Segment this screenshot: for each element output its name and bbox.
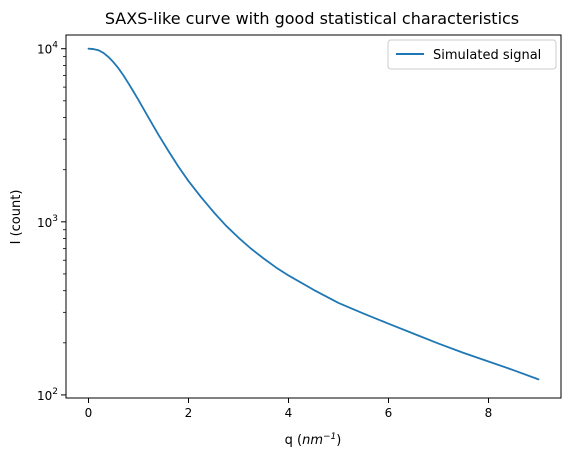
legend-box — [387, 39, 557, 70]
axes-frame — [65, 34, 562, 399]
chart-title: SAXS-like curve with good statistical ch… — [105, 9, 519, 28]
y-tick-label-base: 10 — [37, 216, 52, 230]
legend-label: Simulated signal — [433, 48, 541, 63]
y-tick-label: 104 — [37, 41, 58, 57]
series-line-0 — [87, 47, 540, 381]
y-axis-label: I (count) — [9, 190, 24, 245]
y-tick-label: 102 — [37, 387, 58, 403]
y-tick-label: 103 — [37, 214, 58, 230]
y-tick-label-exponent: 2 — [52, 387, 58, 397]
x-tick-label: 2 — [185, 406, 193, 420]
y-tick-label-base: 10 — [37, 43, 52, 57]
y-tick-label-base: 10 — [37, 389, 52, 403]
plot-area — [65, 34, 562, 399]
x-axis-label-end: ) — [336, 433, 341, 448]
x-tick-label: 4 — [285, 406, 293, 420]
y-tick-label-exponent: 4 — [52, 41, 58, 51]
x-axis-label-italic: nm — [302, 433, 323, 448]
x-axis-ticks: 0 2 4 6 8 — [85, 398, 493, 420]
x-axis-label: q (nm−1) — [285, 432, 342, 448]
series-layer — [87, 47, 540, 381]
x-tick-label: 6 — [385, 406, 393, 420]
y-axis-minor-ticks — [63, 56, 66, 344]
x-axis-label-exponent: −1 — [323, 432, 336, 442]
x-tick-label: 0 — [85, 406, 93, 420]
legend: Simulated signal — [387, 39, 557, 70]
x-axis-label-base: q ( — [285, 433, 302, 448]
y-tick-label-exponent: 3 — [52, 214, 58, 224]
x-tick-label: 8 — [485, 406, 493, 420]
